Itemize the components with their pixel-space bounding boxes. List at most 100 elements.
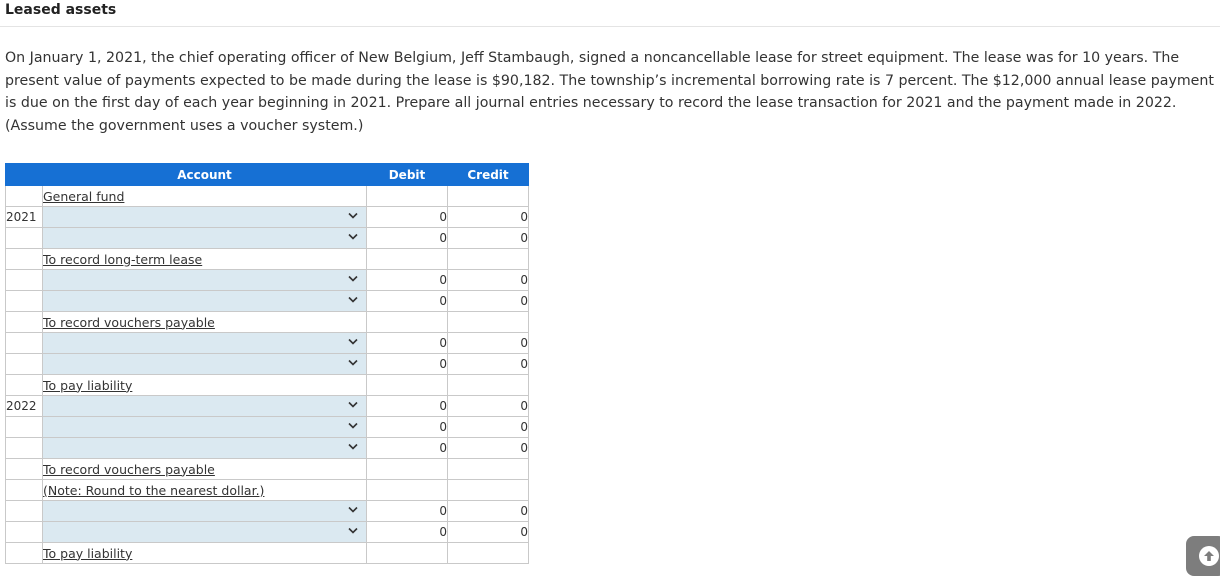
credit-input[interactable]: 0 xyxy=(447,290,529,312)
entry-label-row: To pay liability xyxy=(5,374,529,396)
account-select[interactable] xyxy=(42,500,367,522)
chevron-down-icon[interactable] xyxy=(348,504,360,516)
year-cell xyxy=(5,374,43,396)
credit-input[interactable]: 0 xyxy=(447,332,529,354)
credit-cell xyxy=(447,248,529,270)
debit-cell xyxy=(366,542,448,564)
entry-description: (Note: Round to the nearest dollar.) xyxy=(42,479,367,501)
entry-input-row: 2022 0 0 xyxy=(5,395,529,417)
debit-input[interactable]: 0 xyxy=(366,353,448,375)
debit-cell xyxy=(366,185,448,207)
arrow-up-circle-icon xyxy=(1199,546,1219,566)
chevron-down-icon[interactable] xyxy=(348,357,360,369)
scroll-to-top-button[interactable] xyxy=(1186,536,1220,576)
debit-cell xyxy=(366,374,448,396)
entry-description: To record vouchers payable xyxy=(42,458,367,480)
entry-description: To record long-term lease xyxy=(42,248,367,270)
debit-input[interactable]: 0 xyxy=(366,269,448,291)
year-cell xyxy=(5,458,43,480)
chevron-down-icon[interactable] xyxy=(348,336,360,348)
chevron-down-icon[interactable] xyxy=(348,399,360,411)
table-header-row: Account Debit Credit xyxy=(5,163,529,186)
entry-label-row: General fund xyxy=(5,185,529,207)
credit-input[interactable]: 0 xyxy=(447,206,529,228)
account-select[interactable] xyxy=(42,206,367,228)
credit-input[interactable]: 0 xyxy=(447,353,529,375)
chevron-down-icon[interactable] xyxy=(348,231,360,243)
account-select[interactable] xyxy=(42,416,367,438)
debit-input[interactable]: 0 xyxy=(366,227,448,249)
account-select[interactable] xyxy=(42,227,367,249)
header-year xyxy=(5,163,43,186)
entry-label-row: To record vouchers payable xyxy=(5,311,529,333)
year-cell: 2021 xyxy=(5,206,43,228)
debit-input[interactable]: 0 xyxy=(366,290,448,312)
debit-input[interactable]: 0 xyxy=(366,395,448,417)
entry-description-text: To pay liability xyxy=(43,377,133,393)
debit-input[interactable]: 0 xyxy=(366,521,448,543)
entry-label-row: To record long-term lease xyxy=(5,248,529,270)
entry-description-text: General fund xyxy=(43,188,125,204)
account-select[interactable] xyxy=(42,290,367,312)
entry-description-text: To record vouchers payable xyxy=(43,461,215,477)
chevron-down-icon[interactable] xyxy=(348,294,360,306)
account-select[interactable] xyxy=(42,437,367,459)
credit-cell xyxy=(447,185,529,207)
debit-cell xyxy=(366,479,448,501)
chevron-down-icon[interactable] xyxy=(348,441,360,453)
year-cell xyxy=(5,353,43,375)
year-cell xyxy=(5,290,43,312)
credit-cell xyxy=(447,311,529,333)
entry-description-text: To record long-term lease xyxy=(43,251,203,267)
year-cell xyxy=(5,542,43,564)
debit-input[interactable]: 0 xyxy=(366,416,448,438)
header-account: Account xyxy=(42,163,367,186)
account-select[interactable] xyxy=(42,269,367,291)
entry-label-row: (Note: Round to the nearest dollar.) xyxy=(5,479,529,501)
account-select[interactable] xyxy=(42,395,367,417)
credit-input[interactable]: 0 xyxy=(447,500,529,522)
account-select[interactable] xyxy=(42,353,367,375)
debit-input[interactable]: 0 xyxy=(366,332,448,354)
chevron-down-icon[interactable] xyxy=(348,273,360,285)
debit-input[interactable]: 0 xyxy=(366,206,448,228)
chevron-down-icon[interactable] xyxy=(348,420,360,432)
credit-input[interactable]: 0 xyxy=(447,437,529,459)
entry-description: General fund xyxy=(42,185,367,207)
year-cell xyxy=(5,479,43,501)
year-cell xyxy=(5,311,43,333)
chevron-down-icon[interactable] xyxy=(348,210,360,222)
credit-input[interactable]: 0 xyxy=(447,227,529,249)
problem-paragraph: On January 1, 2021, the chief operating … xyxy=(5,50,1214,112)
year-cell xyxy=(5,416,43,438)
problem-statement: On January 1, 2021, the chief operating … xyxy=(5,47,1217,138)
year-cell xyxy=(5,269,43,291)
entry-description-text: (Note: Round to the nearest dollar.) xyxy=(43,482,265,498)
credit-cell xyxy=(447,542,529,564)
journal-entry-table: Account Debit Credit General fund 2021 0 0 0… xyxy=(5,163,529,564)
journal-body: General fund 2021 0 0 0 0 To record long-term … xyxy=(5,185,529,564)
debit-cell xyxy=(366,458,448,480)
account-select[interactable] xyxy=(42,521,367,543)
credit-input[interactable]: 0 xyxy=(447,395,529,417)
year-cell: 2022 xyxy=(5,395,43,417)
credit-input[interactable]: 0 xyxy=(447,416,529,438)
debit-input[interactable]: 0 xyxy=(366,500,448,522)
debit-input[interactable]: 0 xyxy=(366,437,448,459)
year-cell xyxy=(5,500,43,522)
entry-label-row: To pay liability xyxy=(5,542,529,564)
entry-description-text: To record vouchers payable xyxy=(43,314,215,330)
entry-description: To record vouchers payable xyxy=(42,311,367,333)
credit-input[interactable]: 0 xyxy=(447,269,529,291)
entry-label-row: To record vouchers payable xyxy=(5,458,529,480)
account-select[interactable] xyxy=(42,332,367,354)
credit-input[interactable]: 0 xyxy=(447,521,529,543)
chevron-down-icon[interactable] xyxy=(348,525,360,537)
header-debit: Debit xyxy=(366,163,448,186)
